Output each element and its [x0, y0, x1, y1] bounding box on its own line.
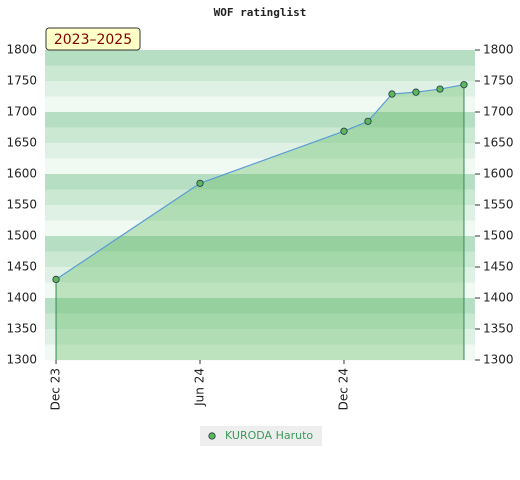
plot-background	[45, 50, 475, 361]
marker	[436, 85, 444, 93]
x-tick-label: Dec 24	[336, 368, 350, 410]
legend-label: KURODA Haruto	[225, 429, 313, 442]
line	[55, 84, 465, 280]
y2-tick-label: 1700	[483, 105, 514, 119]
annotation-box	[45, 27, 141, 51]
y2-tick-label: 1650	[483, 136, 514, 150]
y-tick-label: 1550	[6, 198, 37, 212]
y-tick-label: 1800	[6, 43, 37, 57]
y2-tick-label: 1750	[483, 74, 514, 88]
y-tick-label: 1400	[6, 291, 37, 305]
y2-tick-label: 1350	[483, 322, 514, 336]
y2-tick-label: 1400	[483, 291, 514, 305]
y-tick-label: 1450	[6, 260, 37, 274]
y-tick-label: 1650	[6, 136, 37, 150]
marker	[388, 90, 396, 98]
annotation: 2023–2025	[54, 32, 132, 48]
legend-box	[200, 426, 322, 446]
marker	[364, 117, 372, 125]
y2-tick-label: 1550	[483, 198, 514, 212]
y-tick-label: 1600	[6, 167, 37, 181]
legend-marker	[208, 432, 216, 440]
y2-tick-label: 1500	[483, 229, 514, 243]
area	[56, 84, 464, 360]
y2-tick-label: 1300	[483, 353, 514, 367]
marker	[196, 179, 204, 187]
x-tick-label: Dec 23	[49, 368, 63, 410]
y-tick-label: 1300	[6, 353, 37, 367]
y-tick-label: 1700	[6, 105, 37, 119]
y2-tick-label: 1600	[483, 167, 514, 181]
y-tick-label: 1500	[6, 229, 37, 243]
chart-title: WOF ratinglist	[214, 6, 307, 19]
y-tick-label: 1350	[6, 322, 37, 336]
marker	[412, 88, 420, 96]
y2-tick-label: 1450	[483, 260, 514, 274]
y-tick-label: 1750	[6, 74, 37, 88]
marker	[460, 81, 468, 89]
x-tick-label: Jun 24	[193, 368, 207, 407]
y2-tick-label: 1800	[483, 43, 514, 57]
marker	[340, 127, 348, 135]
marker	[52, 275, 60, 283]
